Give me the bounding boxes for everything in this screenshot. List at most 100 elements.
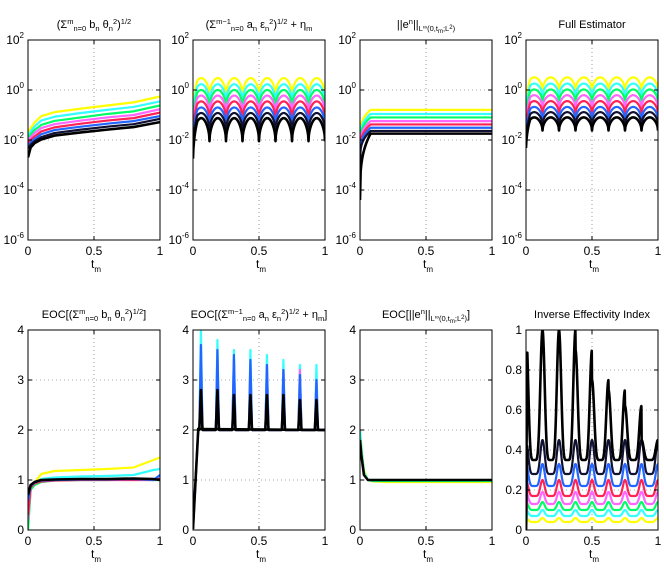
tick-label: 1 — [489, 534, 496, 548]
plot-title: EOC[(Σm−1n=0 an εn2)1/2 + ηm] — [191, 307, 328, 323]
tick-label: 0.2 — [505, 483, 522, 497]
y-tick-label: 102 — [6, 31, 24, 47]
y-tick-label: 100 — [171, 81, 189, 97]
tick-label: 1 — [182, 473, 189, 487]
y-tick-label: 10-6 — [169, 231, 190, 247]
y-tick-label: 10-4 — [4, 181, 25, 197]
tick-label: 2 — [182, 423, 189, 437]
series-line-level-6 — [360, 126, 492, 159]
x-axis-label: tm — [91, 257, 101, 274]
tick-label: 0.8 — [505, 363, 522, 377]
tick-label: 2 — [17, 423, 24, 437]
x-axis-label: tm — [91, 547, 101, 564]
series-line-level-1 — [526, 516, 658, 530]
tick-label: 2 — [349, 423, 356, 437]
series-line-level-8 — [360, 132, 492, 200]
subplot-p6: 0 0.5 1 0 1 2 3 4 tm EOC[(Σm−1n=0 an εn2)1/2 + ηm… — [182, 307, 328, 564]
series-line-level-6 — [526, 462, 658, 530]
y-tick-label: 100 — [504, 81, 522, 97]
subplot-p5: 0 0.5 1 0 1 2 3 4 tm EOC[(Σmn=0 bn θn2)1/2] — [17, 307, 163, 564]
tick-label: 1 — [157, 534, 164, 548]
tick-label: 4 — [182, 323, 189, 337]
series-line-level-5 — [28, 111, 160, 145]
y-tick-label: 10-4 — [336, 181, 357, 197]
subplot-p2: 0 0.5 1 10-6 10-4 10-2 100 102 tm (Σm−1n=0 an εn2… — [169, 17, 329, 274]
plot-title: Full Estimator — [558, 19, 626, 31]
tick-label: 0.5 — [251, 534, 268, 548]
y-tick-label: 10-6 — [502, 231, 523, 247]
tick-label: 0.5 — [86, 534, 103, 548]
subplot-p4: 0 0.5 1 10-6 10-4 10-2 100 102 tm Full Estimator — [502, 19, 662, 274]
tick-label: 0.5 — [251, 244, 268, 258]
x-axis-label: tm — [589, 257, 599, 274]
y-tick-label: 102 — [504, 31, 522, 47]
plot-title: (Σmn=0 bn θn2)1/2 — [57, 17, 131, 33]
tick-label: 0 — [190, 534, 197, 548]
tick-label: 0.5 — [86, 244, 103, 258]
grid — [28, 330, 160, 530]
series-line-level-7 — [28, 117, 160, 150]
tick-label: 1 — [322, 534, 329, 548]
tick-label: 0.5 — [418, 244, 435, 258]
tick-label: 0 — [357, 244, 364, 258]
y-tick-label: 10-2 — [502, 131, 523, 147]
series-group — [28, 95, 160, 158]
grid — [526, 330, 658, 530]
series-line-level-2 — [526, 508, 658, 530]
series-line-baseline — [196, 427, 325, 432]
tick-label: 1 — [17, 473, 24, 487]
tick-label: 0 — [357, 534, 364, 548]
series-group — [526, 330, 658, 530]
series-line-level-1 — [28, 95, 160, 134]
tick-label: 4 — [349, 323, 356, 337]
tick-label: 0.5 — [418, 534, 435, 548]
y-tick-label: 100 — [6, 81, 24, 97]
series-line-level-4 — [360, 120, 492, 152]
series-line-EOC-4 — [360, 439, 492, 482]
tick-label: 1 — [157, 244, 164, 258]
plot-title: EOC[||en||L∞(0,tm;L2)] — [382, 307, 470, 325]
series-line-level-8 — [193, 116, 325, 159]
tick-label: 0 — [25, 534, 32, 548]
tick-label: 0 — [523, 534, 530, 548]
series-line-level-8 — [526, 116, 658, 149]
grid — [28, 40, 160, 240]
tick-label: 1 — [349, 473, 356, 487]
subplot-p8: 0 0.5 1 0 0.2 0.4 0.6 0.8 1 tm Inverse Effectivity… — [505, 309, 661, 564]
y-tick-label: 102 — [171, 31, 189, 47]
tick-label: 0 — [25, 244, 32, 258]
tick-label: 1 — [655, 534, 662, 548]
plot-title: (Σm−1n=0 an εn2)1/2 + ηm — [206, 17, 313, 33]
subplot-p7: 0 0.5 1 0 1 2 3 4 tm EOC[||en||L∞(0,tm;L2)] — [349, 307, 495, 564]
y-tick-label: 10-4 — [502, 181, 523, 197]
series-group — [193, 76, 325, 159]
x-axis-label: tm — [256, 257, 266, 274]
x-axis-label: tm — [423, 257, 433, 274]
series-line-level-3 — [28, 104, 160, 139]
series-line-level-5 — [526, 478, 658, 530]
subplot-p1: 0 0.5 1 10-6 10-4 10-2 100 102 tm (Σmn=0 bn θn2)1… — [4, 17, 164, 274]
series-line-level-8 — [526, 330, 658, 530]
tick-label: 0 — [182, 523, 189, 537]
tick-label: 3 — [182, 373, 189, 387]
series-line-level-4 — [526, 490, 658, 530]
x-axis-label: tm — [423, 547, 433, 564]
y-tick-label: 10-6 — [336, 231, 357, 247]
plot-title: Inverse Effectivity Index — [534, 309, 650, 321]
x-axis-label: tm — [256, 547, 266, 564]
plot-title: ||en||L∞(0,tm;L2) — [397, 17, 456, 35]
tick-label: 0.4 — [505, 443, 522, 457]
series-line-level-2 — [360, 112, 492, 144]
tick-label: 0 — [515, 523, 522, 537]
series-group — [28, 456, 160, 530]
y-tick-label: 102 — [338, 31, 356, 47]
y-tick-label: 10-2 — [169, 131, 190, 147]
tick-label: 0 — [17, 523, 24, 537]
y-tick-label: 10-2 — [4, 131, 25, 147]
tick-label: 4 — [17, 323, 24, 337]
series-line-level-3 — [360, 116, 492, 148]
series-line-level-3 — [526, 500, 658, 530]
tick-label: 0.5 — [584, 244, 601, 258]
tick-label: 0 — [349, 523, 356, 537]
